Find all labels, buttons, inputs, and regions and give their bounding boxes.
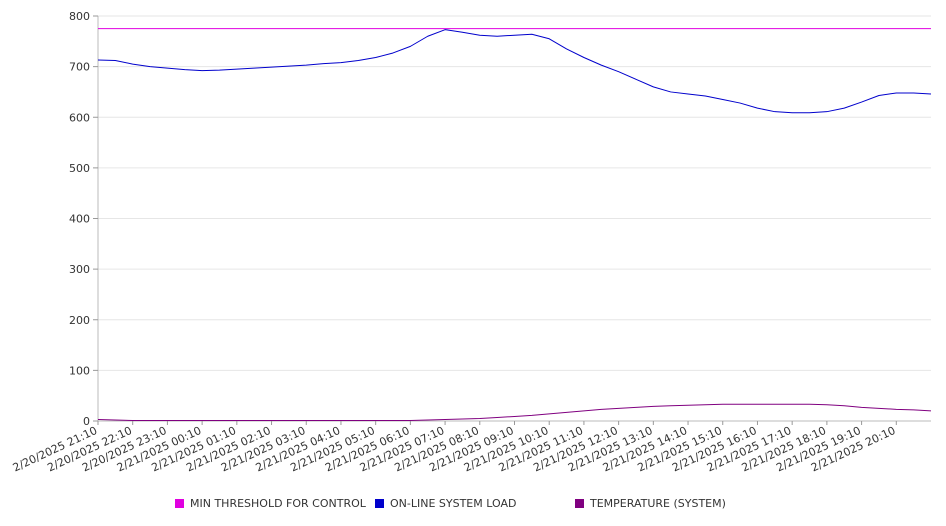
legend-swatch-system-load	[375, 499, 384, 508]
legend-item-system-load: ON-LINE SYSTEM LOAD	[375, 497, 516, 510]
grid	[98, 15, 931, 422]
series-line-2	[97, 403, 932, 421]
series-lines	[97, 28, 932, 421]
legend-swatch-temperature	[575, 499, 584, 508]
legend-item-threshold: MIN THRESHOLD FOR CONTROL	[175, 497, 366, 510]
legend-label-threshold: MIN THRESHOLD FOR CONTROL	[190, 497, 366, 510]
legend-label-temperature: TEMPERATURE (SYSTEM)	[590, 497, 726, 510]
y-tick-label: 600	[69, 111, 90, 124]
y-tick-label: 800	[69, 10, 90, 23]
series-line-1	[97, 29, 932, 114]
legend-item-temperature: TEMPERATURE (SYSTEM)	[575, 497, 726, 510]
x-axis-ticks: 2/20/2025 21:102/20/2025 22:102/20/2025 …	[11, 421, 898, 474]
y-tick-label: 200	[69, 314, 90, 327]
legend-label-system-load: ON-LINE SYSTEM LOAD	[390, 497, 517, 510]
y-tick-label: 300	[69, 263, 90, 276]
y-tick-label: 0	[83, 415, 90, 428]
legend: MIN THRESHOLD FOR CONTROL ON-LINE SYSTEM…	[0, 497, 946, 517]
y-tick-label: 400	[69, 213, 90, 226]
y-tick-label: 500	[69, 162, 90, 175]
legend-swatch-threshold	[175, 499, 184, 508]
y-tick-label: 100	[69, 364, 90, 377]
y-tick-label: 700	[69, 61, 90, 74]
y-axis-ticks: 0 100 200 300 400 500 600 700 800	[69, 10, 98, 428]
